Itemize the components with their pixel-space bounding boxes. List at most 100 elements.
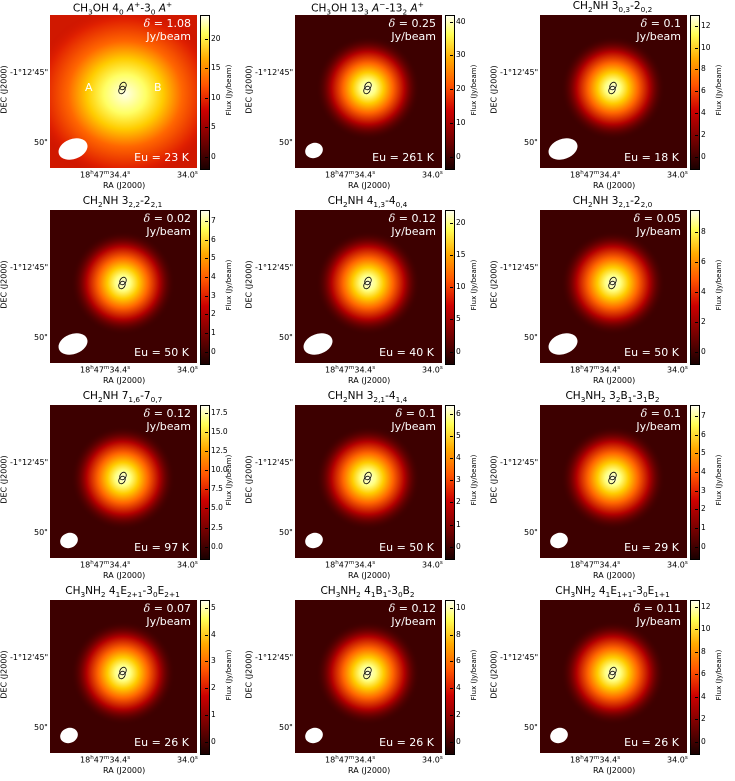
colorbar-tick-label: 4 [456,683,461,693]
colorbar-tick [205,527,208,529]
dec-tick: -1°12'45" [10,458,49,467]
colorbar-tick-label: 5 [456,430,461,440]
intensity-map: δ = 0.12 Jy/beam Eu = 97 K [50,405,197,558]
colorbar-tick [695,719,698,721]
colorbar-tick [695,546,698,548]
colorbar-label: Flux (Jy/beam) [715,259,723,311]
colorbar-tick-label: 7 [211,216,216,226]
colorbar-tick [205,97,208,99]
ra-tick: 34.0s [422,170,443,180]
colorbar-tick [450,741,453,743]
colorbar-tick-label: 2 [211,309,216,319]
dec-tick: 50" [524,333,538,342]
dec-tick: 50" [34,333,48,342]
ra-tick: 34.0s [177,755,198,765]
colorbar-tick-label: 1 [211,328,216,338]
delta-label: δ = 0.12 Jy/beam [388,602,436,628]
colorbar-tick-label: 4 [701,108,706,118]
dec-tick: -1°12'45" [10,653,49,662]
map-panel: CH2NH 32,1-41,4 δ = 0.1 Jy/beam Eu = 50 K -1… [245,390,490,585]
colorbar-tick [205,68,208,70]
colorbar-tick-label: 10 [456,117,466,127]
map-panel: CH3OH 133 A−-132 A+ δ = 0.25 Jy/beam Eu = 2… [245,0,490,195]
colorbar-tick [695,696,698,698]
colorbar [445,600,455,755]
panel-title: CH2NH 41,3-40,4 [327,195,408,210]
dec-axis-label: DEC (J2000) [0,650,9,699]
colorbar-tick [695,416,698,418]
colorbar-tick-label: 1 [701,523,706,533]
dec-tick: 50" [34,138,48,147]
dec-tick: 50" [524,528,538,537]
dec-tick: 50" [279,528,293,537]
colorbar-tick-label: 8 [701,227,706,237]
colorbar-tick-label: 0 [456,151,461,161]
colorbar-tick-label: 4 [211,629,216,639]
dec-tick: -1°12'45" [500,68,539,77]
upper-energy-label: Eu = 23 K [134,151,189,164]
colorbar-tick-label: 0 [701,151,706,161]
colorbar-tick [450,319,453,321]
dec-tick: -1°12'45" [255,653,294,662]
colorbar-tick [450,413,453,415]
colorbar-tick [450,688,453,690]
colorbar-tick-label: 8 [701,646,706,656]
colorbar-tick [450,608,453,610]
upper-energy-label: Eu = 50 K [379,541,434,554]
colorbar-tick [450,480,453,482]
colorbar-tick [205,688,208,690]
colorbar-tick-label: 7.5 [211,484,223,494]
ra-tick: 18h47m34.4s [80,560,131,570]
dec-axis-label: DEC (J2000) [0,260,9,309]
upper-energy-label: Eu = 50 K [624,346,679,359]
dec-axis-label: DEC (J2000) [489,260,499,309]
colorbar-tick-label: 5 [701,448,706,458]
map-panel: CH2NH 41,3-40,4 δ = 0.12 Jy/beam Eu = 40 K -… [245,195,490,390]
colorbar [200,15,210,170]
colorbar-tick-label: 30 [456,50,466,60]
ra-axis-label: RA (J2000) [348,181,391,190]
colorbar [690,405,700,560]
colorbar-tick-label: 0 [701,541,706,551]
intensity-map: δ = 0.12 Jy/beam Eu = 40 K [295,210,442,363]
ra-tick: 18h47m34.4s [325,560,376,570]
colorbar-label: Flux (Jy/beam) [470,64,478,116]
colorbar-tick [695,113,698,115]
map-panel: CH3NH2 41E2+1-30E2+1 δ = 0.07 Jy/beam Eu = … [0,585,245,780]
colorbar-tick [450,287,453,289]
dec-tick: -1°12'45" [255,458,294,467]
colorbar-tick-label: 6 [701,669,706,679]
colorbar-tick-label: 20 [456,217,466,227]
panel-title: CH3NH2 32B1-31B2 [565,390,660,405]
ra-tick: 34.0s [422,755,443,765]
colorbar-tick [450,222,453,224]
intensity-map: δ = 0.05 Jy/beam Eu = 50 K [540,210,687,363]
colorbar-tick [695,509,698,511]
colorbar-tick [205,608,208,610]
colorbar-tick [205,127,208,129]
dec-tick: -1°12'45" [500,653,539,662]
colorbar-tick [695,606,698,608]
colorbar-tick-label: 10 [211,92,221,102]
dec-tick: 50" [34,528,48,537]
colorbar-tick [695,156,698,158]
dec-axis-label: DEC (J2000) [244,650,254,699]
upper-energy-label: Eu = 50 K [134,346,189,359]
colorbar-tick [205,431,208,433]
colorbar-tick-label: 12 [701,601,711,611]
colorbar-label: Flux (Jy/beam) [715,454,723,506]
colorbar-tick [205,489,208,491]
ra-axis-label: RA (J2000) [103,376,146,385]
ra-tick: 18h47m34.4s [570,170,621,180]
colorbar-tick [695,674,698,676]
colorbar-tick [695,629,698,631]
colorbar-tick [205,714,208,716]
panel-title: CH3NH2 41E2+1-30E2+1 [65,585,180,600]
colorbar-tick-label: 3 [211,290,216,300]
colorbar [200,210,210,365]
colorbar-tick-label: 10.0 [211,465,228,475]
dec-axis-label: DEC (J2000) [244,455,254,504]
colorbar-label: Flux (Jy/beam) [715,64,723,116]
colorbar-tick [450,435,453,437]
map-panel: CH3NH2 41B1-30B2 δ = 0.12 Jy/beam Eu = 26 K… [245,585,490,780]
